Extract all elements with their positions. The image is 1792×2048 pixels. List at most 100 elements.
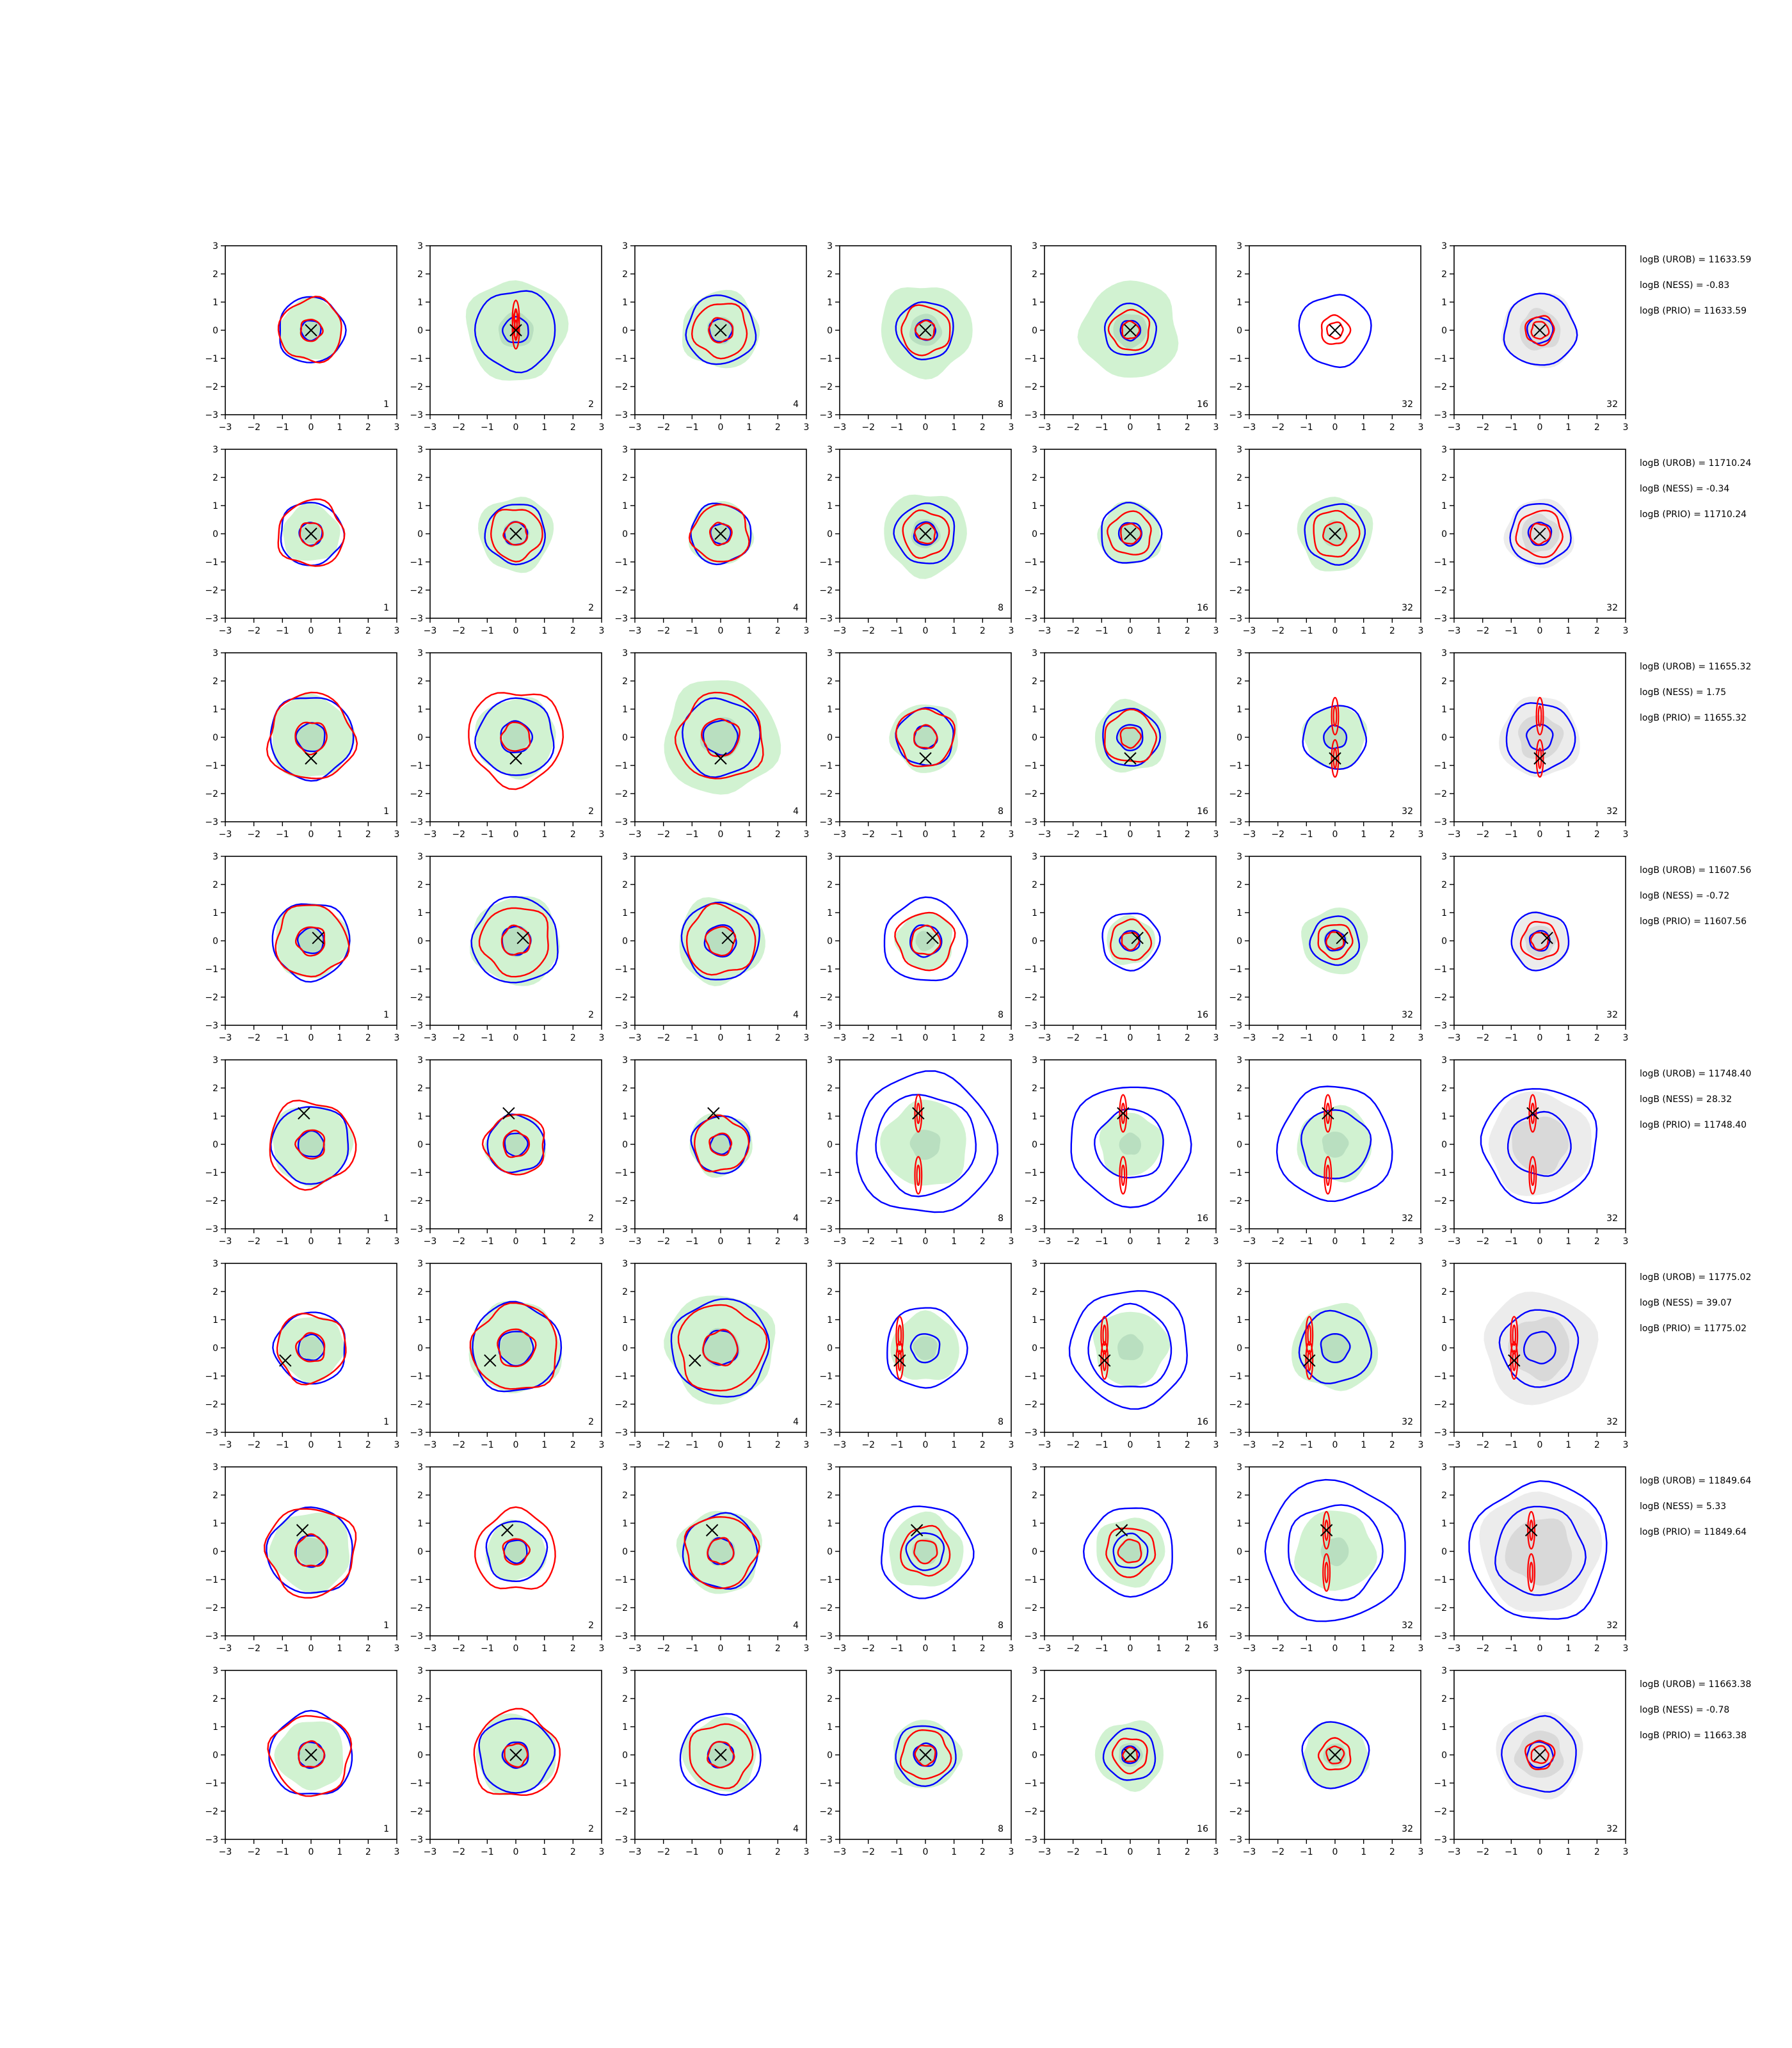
x-tick-label: −2 [861,1236,875,1247]
red-contour [707,1741,735,1769]
panel: −3−3 −2 −2 −1 −1 0 0 1 1 2 2 3 3 1 [205,1259,399,1450]
x-tick-label: 3 [804,1236,810,1247]
y-tick-label: 0 [622,1750,628,1761]
y-tick-label: −1 [614,1372,628,1382]
y-tick-label: 3 [417,1666,423,1676]
x-tick-label: 0 [513,1236,519,1247]
panel-count-label: 1 [383,806,389,817]
red-contour [1120,523,1142,545]
y-tick-label: 2 [622,473,628,483]
panel: −3−3 −2 −2 −1 −1 0 0 1 1 2 2 3 3 4 [614,1259,809,1450]
y-tick-label: 2 [1236,473,1242,483]
y-tick-label: −3 [614,1224,628,1235]
y-tick-label: 3 [1236,445,1242,455]
panel-plot-area [689,1113,753,1178]
panel-count-label: 32 [1402,1824,1413,1834]
blue-contour [472,1300,563,1393]
blue-contour [1301,1721,1370,1789]
panel-plot-area [474,1506,556,1590]
y-tick-label: −2 [614,1603,628,1613]
x-tick-label: 0 [718,829,724,840]
panel-count-label: 32 [1402,806,1413,817]
x-tick-label: 3 [1213,1847,1219,1857]
y-tick-label: 1 [622,705,628,715]
y-tick-label: −3 [1434,1835,1447,1845]
panel: −3−3 −2 −2 −1 −1 0 0 1 1 2 2 3 3 8 [819,1055,1014,1247]
blue-contour [856,1070,999,1213]
x-tick-label: −1 [685,422,699,433]
red-contour [267,1715,353,1797]
blue-contour [501,316,529,344]
red-mode-contour-inner [897,1350,902,1372]
x-tick-label: 1 [1156,1847,1162,1857]
blue-contour [478,1718,556,1794]
x-tick-label: 3 [1213,1236,1219,1247]
x-tick-label: 3 [599,1644,605,1654]
true-value-marker [1533,752,1546,765]
x-tick-label: −3 [833,1236,847,1247]
x-tick-label: 3 [1213,1644,1219,1654]
y-tick-label: −2 [410,993,423,1003]
y-tick-label: 3 [827,1462,833,1473]
red-mode-contour-inner [897,1324,902,1346]
panel-plot-area [1498,696,1580,778]
x-tick-label: 1 [337,1236,342,1247]
blue-contour [895,301,954,361]
y-tick-label: −2 [410,1807,423,1817]
red-mode-contour-inner [1324,1519,1329,1541]
y-tick-label: 2 [417,473,423,483]
y-tick-label: −1 [1434,1779,1447,1789]
red-mode-contour-inner [1325,1102,1331,1124]
y-tick-label: 3 [1441,1055,1447,1066]
y-tick-label: 2 [827,473,833,483]
x-tick-label: −3 [219,1847,232,1857]
red-mode-contour-inner [916,1164,921,1187]
y-tick-label: 2 [212,880,218,890]
x-tick-label: 0 [308,1847,314,1857]
panel: −3−3 −2 −2 −1 −1 0 0 1 1 2 2 3 3 8 [819,648,1014,840]
red-contour [275,904,350,978]
x-tick-label: 3 [1623,1236,1629,1247]
y-tick-label: −3 [205,614,218,624]
x-tick-label: −2 [247,422,260,433]
x-tick-label: 2 [1389,1644,1395,1654]
blue-contour [1298,1309,1373,1384]
y-tick-label: 3 [827,852,833,862]
y-tick-label: −2 [205,1807,218,1817]
y-tick-label: 1 [1441,1722,1447,1732]
y-tick-label: 2 [1032,676,1037,687]
y-tick-label: 2 [212,1491,218,1501]
y-tick-label: 3 [212,648,218,659]
panel-plot-area [1302,696,1368,778]
x-tick-label: 2 [775,1644,781,1654]
red-contour [1121,1746,1139,1763]
x-tick-label: 3 [599,422,605,433]
blue-contour [703,924,737,958]
x-tick-label: 1 [951,626,957,636]
panel-plot-area [1070,1086,1192,1208]
y-tick-label: 2 [1236,676,1242,687]
blue-contour [1507,1110,1572,1177]
y-tick-label: −1 [614,964,628,975]
y-tick-label: −2 [1434,1196,1447,1206]
panel: −3−3 −2 −2 −1 −1 0 0 1 1 2 2 3 3 1 [205,445,399,636]
x-tick-label: −3 [219,1236,232,1247]
panel-count-label: 32 [1402,1213,1413,1224]
x-tick-label: 2 [980,1440,986,1450]
y-tick-label: 2 [622,880,628,890]
true-value-marker [1508,1354,1521,1367]
y-tick-label: −2 [410,789,423,799]
x-tick-label: −3 [628,829,642,840]
true-value-marker [919,1748,932,1761]
y-tick-label: 0 [1032,733,1037,743]
blue-contour [474,290,556,374]
panel: −3−3 −2 −2 −1 −1 0 0 1 1 2 2 3 3 4 [614,241,809,433]
x-tick-label: 2 [1389,626,1395,636]
x-tick-label: 2 [365,829,371,840]
y-tick-label: −3 [1434,410,1447,420]
red-contour [490,508,543,563]
x-tick-label: −2 [452,1033,465,1043]
y-tick-label: 0 [417,733,423,743]
x-tick-label: −3 [1038,1847,1052,1857]
y-tick-label: −1 [205,1779,218,1789]
